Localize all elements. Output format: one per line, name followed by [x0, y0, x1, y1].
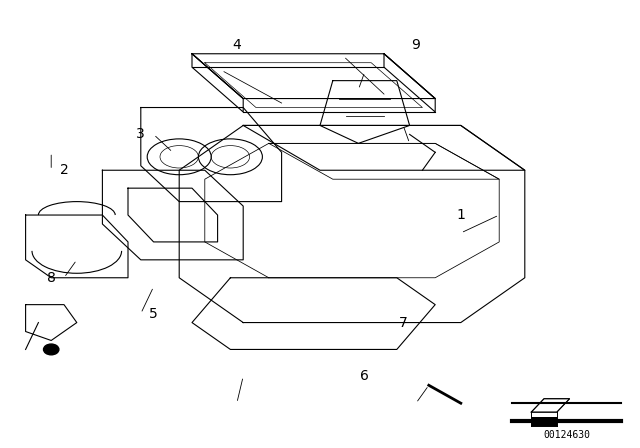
Text: 3: 3: [136, 127, 145, 142]
Text: 9: 9: [412, 38, 420, 52]
Text: 6: 6: [360, 369, 369, 383]
Text: 7: 7: [399, 315, 408, 330]
Text: 00124630: 00124630: [543, 431, 590, 440]
Text: 4: 4: [232, 38, 241, 52]
Polygon shape: [531, 399, 570, 412]
Text: 8: 8: [47, 271, 56, 285]
Text: 2: 2: [60, 163, 68, 177]
Circle shape: [44, 344, 59, 355]
Text: 5: 5: [149, 306, 158, 321]
Polygon shape: [531, 417, 557, 426]
Text: 1: 1: [456, 208, 465, 222]
